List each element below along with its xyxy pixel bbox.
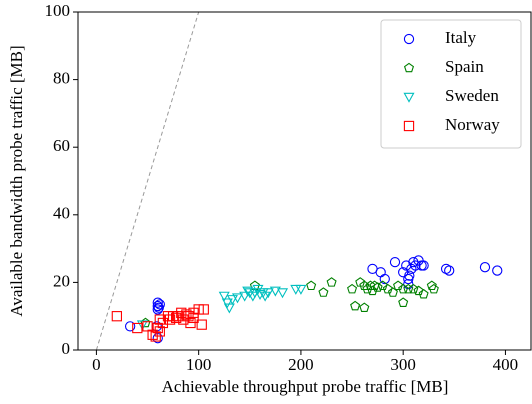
y-tick-label: 0 [62,339,71,358]
y-axis-label: Available bandwidth probe traffic [MB] [7,45,26,316]
legend-box [380,19,522,149]
x-tick-label: 0 [92,355,101,374]
point [379,273,390,285]
point [221,298,233,309]
point [252,284,264,295]
reference-diagonal [95,11,200,351]
point [492,265,503,276]
point [218,291,230,302]
x-tick-label: 200 [288,355,314,374]
y-tick-label: 60 [53,136,70,155]
point [132,322,143,334]
point [413,285,424,296]
point [111,311,123,322]
x-tick-label: 300 [390,355,416,374]
x-tick-label: 400 [493,355,519,374]
legend-label: Spain [445,57,484,76]
point [125,321,136,332]
point [152,297,163,308]
point [154,314,165,325]
point [426,280,437,291]
point [136,320,148,331]
point [359,302,370,313]
point [418,288,429,299]
point [418,260,429,271]
point [347,283,358,294]
y-tick-label: 20 [53,271,70,290]
point [387,287,398,297]
point [242,286,254,297]
point [403,278,414,290]
point [444,265,455,276]
point [365,280,376,291]
point [154,299,165,310]
legend: Italy Spain Sweden Norway [380,19,522,149]
point [375,267,386,278]
point [393,280,404,291]
point [154,326,165,337]
legend-marker [403,92,415,103]
point [196,319,207,330]
point [239,291,251,302]
x-tick-label: 100 [186,355,212,374]
point [152,304,163,315]
y-tick-label: 80 [53,69,70,88]
point [389,256,401,268]
point [410,260,421,271]
point [226,295,238,306]
y-tick-label: 40 [53,204,70,223]
point [440,263,452,275]
point [398,297,409,307]
point [403,283,414,294]
legend-label: Norway [445,115,500,134]
x-axis-label: Achievable throughput probe traffic [MB] [162,377,449,396]
point [318,287,329,297]
point [377,280,388,291]
point [372,282,383,292]
point [276,288,289,299]
point [398,283,409,294]
legend-label: Sweden [445,86,499,105]
point [262,288,274,299]
point [249,280,260,291]
legend-marker [403,62,415,73]
point [479,262,491,273]
point [164,314,176,325]
point [382,283,393,294]
point [326,277,337,287]
point [295,284,307,295]
legend-label: Italy [445,28,477,47]
point [350,300,361,311]
point [198,304,209,315]
point [404,270,415,281]
plot-frame [77,11,532,351]
point [428,283,439,294]
point [223,303,235,314]
point [359,280,370,291]
point [231,293,244,304]
point [269,286,281,297]
point [152,300,163,312]
point [367,285,378,296]
point [306,280,317,291]
legend-marker [403,120,415,132]
y-tick-label: 100 [45,1,71,20]
legend-marker [403,33,415,45]
